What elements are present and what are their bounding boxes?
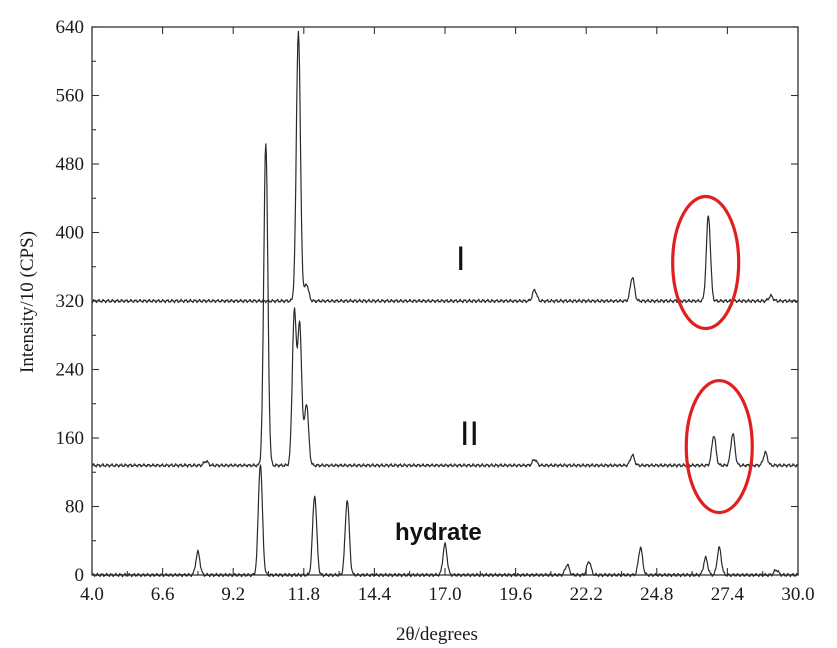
trace-I (91, 30, 799, 304)
highlight-ellipse (671, 194, 741, 331)
x-tick-label: 27.4 (711, 584, 745, 605)
annotations (671, 194, 754, 515)
trace-label-I: I (456, 240, 465, 278)
y-tick-label: 560 (56, 86, 85, 107)
x-tick-label: 14.4 (358, 584, 392, 605)
y-tick-label: 320 (56, 291, 85, 312)
y-tick-label: 240 (56, 360, 85, 381)
y-axis-title: Intensity/10 (CPS) (17, 231, 38, 373)
y-tick-label: 400 (56, 223, 85, 244)
x-tick-label: 17.0 (428, 584, 461, 605)
x-tick-label: 30.0 (781, 584, 814, 605)
y-axis: 0 80 160 240 320 400 480 560 640 (56, 17, 798, 586)
x-tick-label: 19.6 (499, 584, 532, 605)
y-tick-label: 80 (65, 497, 84, 518)
y-tick-label: 480 (56, 154, 85, 175)
x-tick-label: 4.0 (80, 584, 104, 605)
x-tick-label: 11.8 (288, 584, 321, 605)
highlight-ellipse (684, 378, 754, 515)
x-tick-label: 24.8 (640, 584, 673, 605)
trace-label-hydrate: hydrate (395, 519, 482, 546)
trace-labels: I II hydrate (395, 240, 482, 546)
x-tick-label: 9.2 (221, 584, 245, 605)
trace-hydrate (91, 464, 799, 578)
y-tick-label: 640 (56, 17, 85, 38)
x-tick-label: 6.6 (151, 584, 175, 605)
trace-II (91, 143, 799, 468)
traces (91, 30, 799, 578)
trace-label-II: II (460, 415, 479, 453)
x-tick-label: 22.2 (570, 584, 603, 605)
x-axis: 4.0 6.6 9.2 11.8 14.4 17.0 19.6 22.2 24.8 27.4 30.… (80, 27, 815, 605)
y-tick-label: 0 (75, 565, 85, 586)
y-tick-label: 160 (56, 428, 85, 449)
x-axis-title: 2θ/degrees (396, 624, 478, 645)
